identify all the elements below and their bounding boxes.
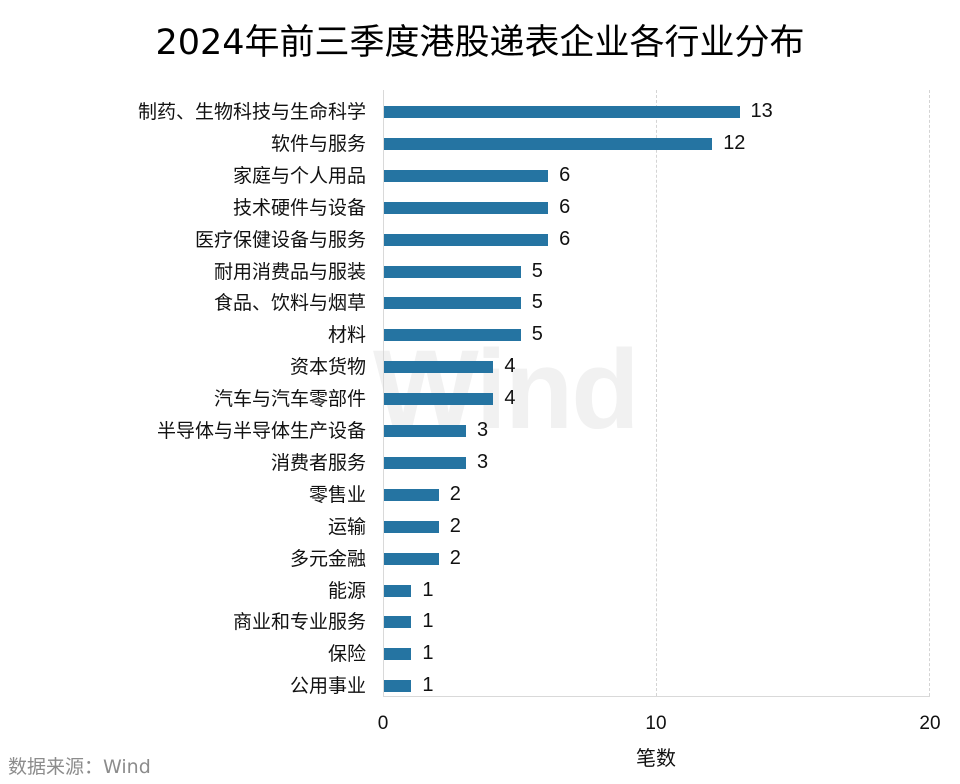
bar-row: 2 [383, 540, 930, 572]
bar-value-label: 3 [477, 450, 489, 473]
category-label: 汽车与汽车零部件 [213, 388, 366, 411]
bar-row: 2 [383, 476, 930, 508]
category-label: 家庭与个人用品 [232, 164, 366, 187]
bar-value-label: 1 [422, 578, 434, 601]
bar-row: 4 [383, 348, 930, 380]
bar-row: 1 [383, 603, 930, 635]
category-label: 材料 [327, 324, 366, 347]
bar [384, 680, 412, 693]
category-label: 技术硬件与设备 [232, 196, 366, 219]
category-label: 耐用消费品与服装 [213, 260, 366, 283]
bar [384, 169, 549, 182]
bar-row: 4 [383, 380, 930, 412]
bar [384, 648, 412, 661]
bar [384, 329, 521, 342]
bar-row: 6 [383, 189, 930, 221]
bar-row: 6 [383, 157, 930, 189]
bar-row: 5 [383, 316, 930, 348]
bar-value-label: 2 [449, 482, 461, 505]
bar-row: 5 [383, 284, 930, 316]
bar-value-label: 5 [531, 291, 543, 314]
bar-row: 2 [383, 508, 930, 540]
bar-row: 3 [383, 412, 930, 444]
category-label: 公用事业 [289, 675, 366, 698]
bar [384, 361, 494, 374]
bar [384, 393, 494, 406]
bar-value-label: 4 [504, 355, 516, 378]
bar-row: 1 [383, 667, 930, 699]
category-label: 制药、生物科技与生命科学 [137, 101, 366, 123]
plot-area: Wind 13 12 6 6 6 5 5 5 4 4 3 3 2 2 2 1 1 1 1 [373, 90, 930, 699]
bar-row: 6 [383, 221, 930, 253]
category-label: 半导体与半导体生产设备 [156, 420, 366, 442]
bar [384, 584, 412, 597]
x-tick-20: 20 [919, 713, 941, 734]
bar [384, 106, 740, 118]
gridline-10 [656, 90, 657, 696]
bar [384, 520, 439, 533]
bar-row: 5 [383, 253, 930, 285]
category-label: 资本货物 [289, 356, 366, 379]
data-source-note: 数据来源：Wind [8, 756, 151, 778]
category-label: 食品、饮料与烟草 [213, 292, 366, 315]
bar [384, 425, 467, 437]
bar-value-label: 12 [723, 131, 746, 154]
category-label: 保险 [327, 643, 366, 666]
x-axis-label: 笔数 [636, 746, 676, 770]
category-label: 零售业 [308, 483, 366, 506]
category-label: 消费者服务 [270, 451, 366, 474]
bar [384, 265, 521, 278]
bar [384, 233, 549, 246]
gridline-20 [929, 90, 930, 696]
category-label: 商业和专业服务 [232, 611, 366, 634]
bar-row: 1 [383, 635, 930, 667]
bar-row: 3 [383, 444, 930, 476]
bar-row: 12 [383, 125, 930, 157]
category-label: 医疗保健设备与服务 [194, 228, 366, 251]
bar [384, 201, 549, 214]
bar-value-label: 6 [559, 227, 571, 250]
bar [384, 488, 439, 501]
bar [384, 456, 467, 469]
y-axis-line [383, 90, 384, 697]
x-axis-line [383, 696, 930, 697]
bar-value-label: 5 [531, 323, 543, 346]
bar [384, 552, 439, 565]
bar-value-label: 3 [477, 419, 489, 441]
bar-value-label: 13 [750, 100, 773, 122]
bar-value-label: 5 [531, 259, 543, 282]
bar-row: 13 [383, 93, 930, 125]
bar [384, 616, 412, 629]
x-tick-10: 10 [645, 713, 667, 734]
chart-title: 2024年前三季度港股递表企业各行业分布 [155, 23, 805, 63]
category-label: 软件与服务 [270, 132, 366, 155]
bar-row: 1 [383, 572, 930, 604]
bar [384, 297, 521, 310]
bar-value-label: 1 [422, 610, 434, 633]
category-label: 能源 [327, 579, 366, 602]
category-label: 多元金融 [289, 547, 366, 570]
x-tick-0: 0 [377, 713, 389, 734]
bar-value-label: 2 [449, 546, 461, 569]
bar-value-label: 2 [449, 514, 461, 537]
bar [384, 137, 713, 150]
bar-value-label: 1 [422, 674, 434, 697]
bar-value-label: 1 [422, 642, 434, 665]
category-label: 运输 [327, 515, 366, 538]
bar-value-label: 6 [559, 163, 571, 186]
bar-value-label: 6 [559, 195, 571, 218]
bar-value-label: 4 [504, 387, 516, 410]
